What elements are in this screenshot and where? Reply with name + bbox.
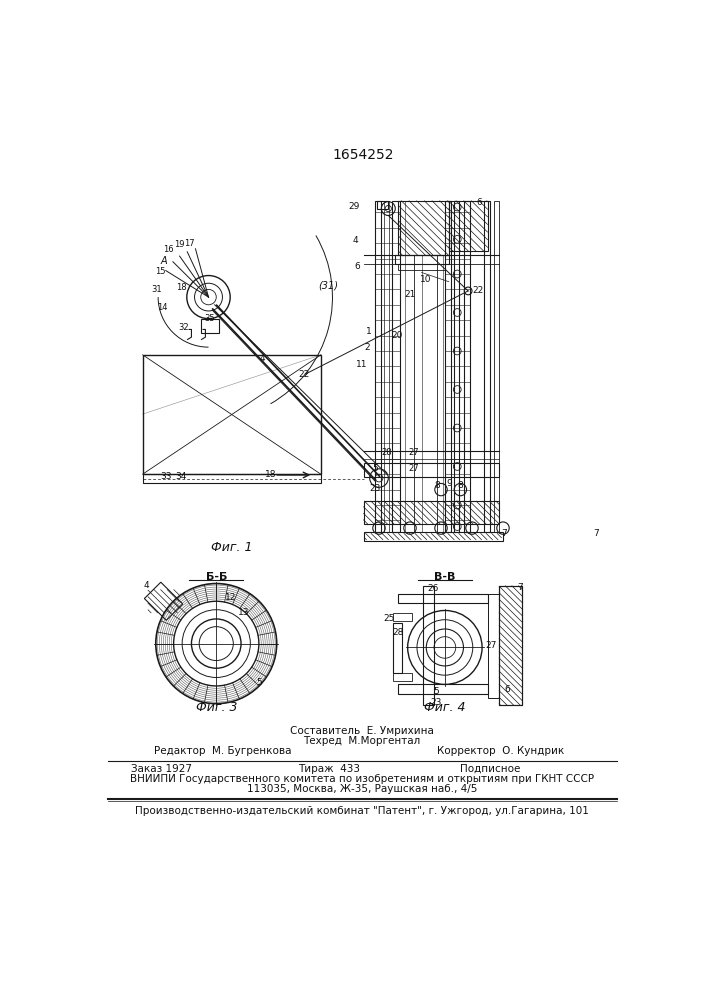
- Text: 16: 16: [163, 245, 173, 254]
- Text: 1: 1: [366, 327, 372, 336]
- Bar: [499, 586, 522, 705]
- Bar: [378, 201, 388, 209]
- Bar: [201, 319, 219, 333]
- Text: 11: 11: [356, 360, 368, 369]
- Text: Заказ 1927: Заказ 1927: [131, 764, 192, 774]
- Text: 27: 27: [486, 641, 497, 650]
- Bar: [363, 532, 503, 541]
- Text: 5: 5: [373, 464, 378, 473]
- Text: 6: 6: [504, 685, 510, 694]
- Text: 8: 8: [434, 481, 440, 490]
- Text: 34: 34: [175, 472, 187, 481]
- Text: 10: 10: [420, 275, 431, 284]
- Bar: [363, 501, 499, 524]
- Bar: [423, 586, 434, 705]
- Text: 6: 6: [354, 262, 360, 271]
- Bar: [393, 673, 412, 681]
- Text: 1654252: 1654252: [332, 148, 394, 162]
- Text: 8: 8: [457, 481, 463, 490]
- Text: Тираж  433: Тираж 433: [298, 764, 360, 774]
- Text: 29: 29: [349, 202, 360, 211]
- Text: 4: 4: [353, 236, 358, 245]
- Text: Корректор  О. Кундрик: Корректор О. Кундрик: [437, 746, 564, 756]
- Text: 15: 15: [156, 267, 165, 276]
- Text: Фиг. 1: Фиг. 1: [211, 541, 252, 554]
- Text: 25: 25: [383, 614, 395, 623]
- Text: 7: 7: [501, 529, 507, 538]
- Text: 27: 27: [409, 464, 419, 473]
- Bar: [449, 201, 488, 251]
- Text: 23: 23: [370, 484, 381, 493]
- Text: Подписное: Подписное: [460, 764, 521, 774]
- Text: 2: 2: [364, 343, 370, 352]
- Text: Б-Б: Б-Б: [206, 572, 227, 582]
- Text: 22: 22: [298, 370, 310, 379]
- Bar: [375, 201, 381, 532]
- Bar: [392, 201, 400, 532]
- Text: A: A: [160, 256, 167, 266]
- Bar: [484, 201, 490, 532]
- Bar: [398, 201, 449, 255]
- Text: 4: 4: [144, 581, 149, 590]
- Text: ВНИИПИ Государственного комитета по изобретениям и открытиям при ГКНТ СССР: ВНИИПИ Государственного комитета по изоб…: [130, 774, 594, 784]
- Bar: [445, 201, 451, 532]
- Text: 14: 14: [157, 303, 168, 312]
- Text: 17: 17: [184, 239, 194, 248]
- Bar: [385, 201, 389, 532]
- Text: Фиг. 4: Фиг. 4: [424, 701, 466, 714]
- Text: 32: 32: [178, 323, 189, 332]
- Bar: [499, 586, 522, 705]
- Bar: [143, 355, 321, 474]
- Bar: [454, 201, 459, 532]
- Text: 5: 5: [433, 687, 439, 696]
- Text: В-В: В-В: [434, 572, 455, 582]
- Bar: [363, 463, 499, 477]
- Text: (31): (31): [319, 281, 339, 291]
- Text: 20: 20: [391, 331, 402, 340]
- Text: 18: 18: [264, 470, 276, 479]
- Bar: [398, 684, 488, 694]
- Text: 35: 35: [205, 314, 216, 323]
- Text: 7: 7: [593, 529, 599, 538]
- Bar: [398, 594, 488, 603]
- Text: 28: 28: [382, 448, 392, 457]
- Text: 22: 22: [472, 286, 484, 295]
- Text: 23: 23: [431, 698, 442, 707]
- Bar: [494, 201, 499, 532]
- Text: 27: 27: [409, 448, 419, 457]
- Text: 33: 33: [160, 472, 172, 481]
- Bar: [393, 623, 402, 673]
- Bar: [488, 594, 499, 698]
- Text: 113035, Москва, Ж-35, Раушская наб., 4/5: 113035, Москва, Ж-35, Раушская наб., 4/5: [247, 784, 477, 794]
- Bar: [464, 201, 470, 532]
- Text: Фиг. 3: Фиг. 3: [196, 701, 237, 714]
- Text: Редактор  М. Бугренкова: Редактор М. Бугренкова: [154, 746, 292, 756]
- Text: 26: 26: [428, 584, 439, 593]
- Bar: [398, 264, 445, 270]
- Text: 21: 21: [404, 290, 416, 299]
- Text: 4: 4: [260, 354, 266, 363]
- Bar: [143, 474, 321, 483]
- Bar: [393, 613, 412, 620]
- Text: Техред  М.Моргентал: Техред М.Моргентал: [303, 736, 421, 746]
- Text: 19: 19: [174, 240, 185, 249]
- Text: 7: 7: [518, 583, 523, 592]
- Text: 13: 13: [238, 608, 249, 617]
- Text: 18: 18: [176, 283, 187, 292]
- Text: 12: 12: [225, 593, 236, 602]
- Text: 5: 5: [256, 678, 262, 687]
- Text: 28: 28: [392, 628, 404, 637]
- Text: Составитель  Е. Умрихина: Составитель Е. Умрихина: [290, 726, 434, 736]
- Bar: [395, 255, 449, 264]
- Text: 9: 9: [446, 479, 452, 488]
- Text: Производственно-издательский комбинат "Патент", г. Ужгород, ул.Гагарина, 101: Производственно-издательский комбинат "П…: [135, 806, 589, 816]
- Text: 31: 31: [151, 285, 162, 294]
- Text: 6: 6: [477, 198, 482, 207]
